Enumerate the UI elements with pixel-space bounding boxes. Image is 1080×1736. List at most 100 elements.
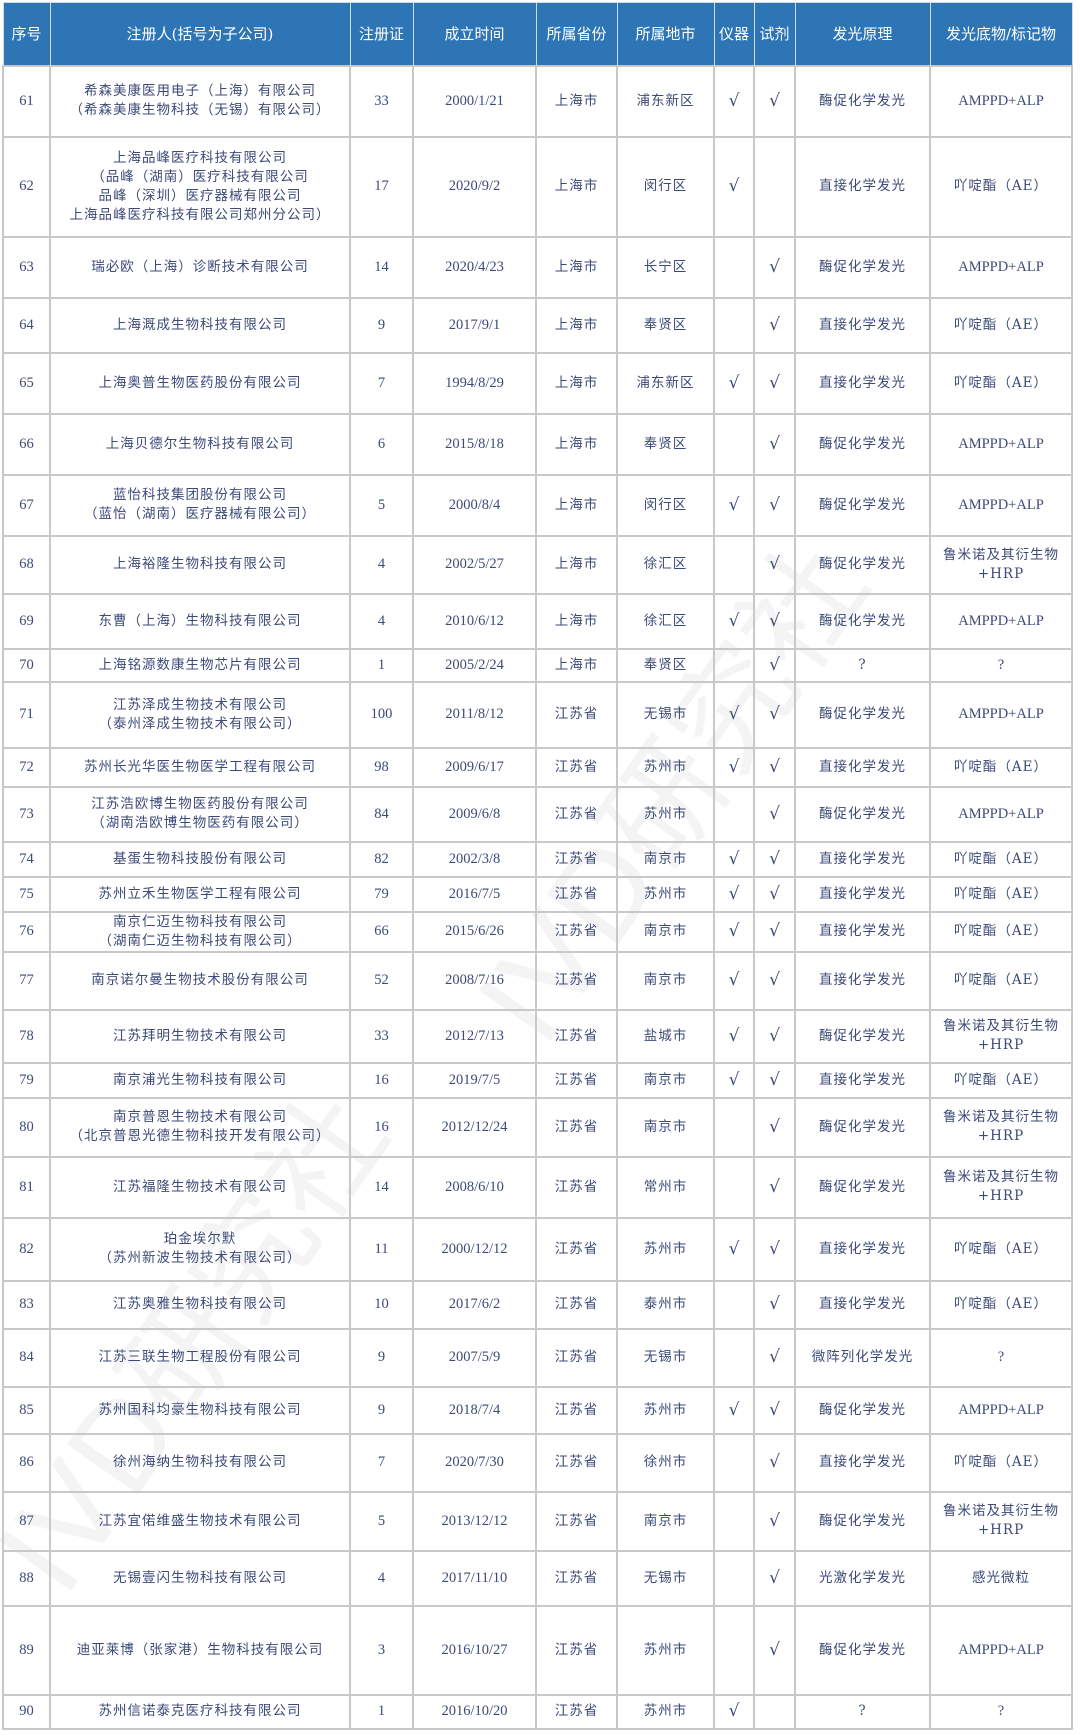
row-number: 79 [2,1061,51,1099]
city: 南京市 [616,1490,715,1552]
founded-date: 2018/7/4 [412,1385,537,1435]
table-row: 89 迪亚莱博（张家港）生物科技有限公司 3 2016/10/27 江苏省 苏州市 √ 酶促化… [2,1604,1073,1696]
reagent-check: √ [753,1008,796,1064]
substrate: 吖啶酯（AE） [929,1279,1073,1330]
city: 南京市 [616,910,715,953]
registrant-name: 徐州海纳生物科技有限公司 [49,1432,351,1493]
reagent-check [753,135,796,238]
province: 江苏省 [535,1008,618,1064]
city: 徐汇区 [616,534,715,595]
principle: 酶促化学发光 [794,64,931,138]
province: 江苏省 [535,910,618,953]
reagent-check: √ [753,1061,796,1099]
founded-date: 2016/7/5 [412,875,537,913]
cert-count: 9 [349,296,414,354]
substrate: ? [929,647,1073,683]
substrate: 吖啶酯（AE） [929,1061,1073,1099]
founded-date: 1994/8/29 [412,351,537,415]
registrant-name: 南京诺尔曼生物技术股份有限公司 [49,950,351,1011]
cert-count: 5 [349,473,414,537]
province: 上海市 [535,412,618,476]
principle: 酶促化学发光 [794,1490,931,1552]
registrant-name: 江苏奥雅生物科技有限公司 [49,1279,351,1330]
city: 盐城市 [616,1008,715,1064]
table-row: 79 南京浦光生物科技有限公司 16 2019/7/5 江苏省 南京市 √ √ 直接化学发光 吖啶… [2,1061,1073,1099]
row-number: 74 [2,840,51,878]
substrate: AMPPD+ALP [929,680,1073,749]
registrant-name: 上海贝德尔生物科技有限公司 [49,412,351,476]
founded-date: 2017/11/10 [412,1549,537,1607]
substrate: 鲁米诺及其衍生物 +HRP [929,1155,1073,1219]
row-number: 69 [2,592,51,650]
reagent-check: √ [753,875,796,913]
principle: 酶促化学发光 [794,412,931,476]
row-number: 78 [2,1008,51,1064]
founded-date: 2017/6/2 [412,1279,537,1330]
substrate: 吖啶酯（AE） [929,840,1073,878]
header-no: 序号 [2,2,51,66]
instrument-check: √ [713,592,755,650]
registrant-name: 珀金埃尔默 （苏州新波生物技术有限公司） [49,1216,351,1282]
registrant-name: 上海奥普生物医药股份有限公司 [49,351,351,415]
cert-count: 4 [349,1549,414,1607]
province: 江苏省 [535,785,618,843]
city: 苏州市 [616,1385,715,1435]
table-row: 66 上海贝德尔生物科技有限公司 6 2015/8/18 上海市 奉贤区 √ 酶促化学发光 AM… [2,412,1073,476]
reagent-check: √ [753,412,796,476]
row-number: 75 [2,875,51,913]
cert-count: 6 [349,412,414,476]
registrant-name: 江苏宜偌维盛生物技术有限公司 [49,1490,351,1552]
founded-date: 2016/10/27 [412,1604,537,1696]
row-number: 65 [2,351,51,415]
founded-date: 2020/4/23 [412,235,537,299]
instrument-check [713,1604,755,1696]
table-row: 90 苏州信诺泰克医疗科技有限公司 1 2016/10/20 江苏省 苏州市 √?? [2,1693,1073,1730]
founded-date: 2008/7/16 [412,950,537,1011]
reagent-check: √ [753,746,796,788]
city: 南京市 [616,1061,715,1099]
instrument-check [713,647,755,683]
city: 闵行区 [616,473,715,537]
reagent-check: √ [753,680,796,749]
table-row: 81 江苏福隆生物技术有限公司 14 2008/6/10 江苏省 常州市 √ 酶促化学发光 鲁米… [2,1155,1073,1219]
table-row: 85 苏州国科均豪生物科技有限公司 9 2018/7/4 江苏省 苏州市 √ √ 酶促化学发光 A… [2,1385,1073,1435]
substrate: 吖啶酯（AE） [929,135,1073,238]
cert-count: 16 [349,1061,414,1099]
row-number: 85 [2,1385,51,1435]
substrate: 鲁米诺及其衍生物 +HRP [929,1096,1073,1158]
cert-count: 9 [349,1385,414,1435]
row-number: 67 [2,473,51,537]
header-reagent: 试剂 [753,2,796,66]
principle: 酶促化学发光 [794,534,931,595]
row-number: 72 [2,746,51,788]
city: 无锡市 [616,1327,715,1388]
founded-date: 2017/9/1 [412,296,537,354]
principle: 直接化学发光 [794,351,931,415]
table-row: 69 东曹（上海）生物科技有限公司 4 2010/6/12 上海市 徐汇区 √ √ 酶促化学发光… [2,592,1073,650]
principle: 酶促化学发光 [794,1096,931,1158]
registrant-name: 南京普恩生物技术有限公司 （北京普恩光德生物科技开发有限公司） [49,1096,351,1158]
table-row: 61 希森美康医用电子（上海）有限公司 （希森美康生物科技（无锡）有限公司） 33 2… [2,64,1073,138]
principle: 酶促化学发光 [794,785,931,843]
principle: 直接化学发光 [794,840,931,878]
cert-count: 98 [349,746,414,788]
row-number: 82 [2,1216,51,1282]
cert-count: 82 [349,840,414,878]
table-row: 68 上海裕隆生物科技有限公司 4 2002/5/27 上海市 徐汇区 √ 酶促化学发光 鲁米诺… [2,534,1073,595]
province: 上海市 [535,592,618,650]
table-row: 86 徐州海纳生物科技有限公司 7 2020/7/30 江苏省 徐州市 √ 直接化学发光 吖啶酯… [2,1432,1073,1493]
row-number: 87 [2,1490,51,1552]
province: 江苏省 [535,1155,618,1219]
row-number: 66 [2,412,51,476]
principle: 酶促化学发光 [794,680,931,749]
row-number: 76 [2,910,51,953]
registrant-name: 苏州立禾生物医学工程有限公司 [49,875,351,913]
cert-count: 79 [349,875,414,913]
substrate: AMPPD+ALP [929,592,1073,650]
founded-date: 2013/12/12 [412,1490,537,1552]
registrant-name: 上海铭源数康生物芯片有限公司 [49,647,351,683]
instrument-check [713,534,755,595]
table-row: 70 上海铭源数康生物芯片有限公司 1 2005/2/24 上海市 奉贤区 √?? [2,647,1073,683]
table-row: 71 江苏泽成生物技术有限公司 （泰州泽成生物技术有限公司） 100 2011/8/1… [2,680,1073,749]
